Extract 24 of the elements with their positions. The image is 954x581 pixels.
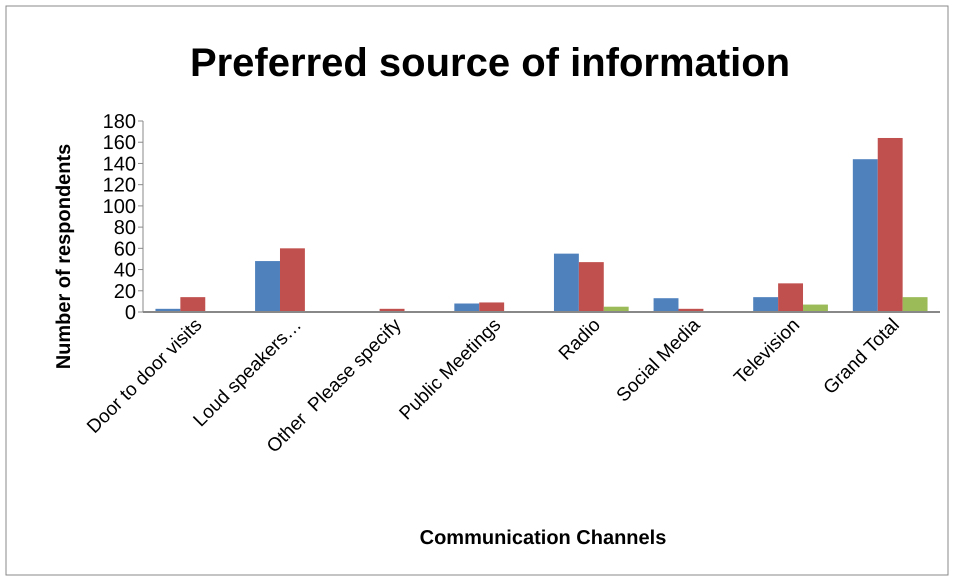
bar [554,254,579,312]
bar [280,248,305,312]
bar [654,298,678,312]
y-tick-label: 40 [114,260,136,282]
bar [753,297,778,312]
y-tick-label: 80 [114,217,136,240]
bar [878,138,903,312]
bar [778,283,804,312]
y-axis-title: Number of respondents [53,144,75,370]
bar [180,297,206,312]
y-tick-label: 140 [102,153,136,176]
bar [578,262,604,312]
y-tick-label: 120 [102,174,136,197]
y-tick-label: 160 [102,132,136,154]
bar [852,159,878,312]
y-tick-label: 0 [124,302,136,324]
y-tick-label: 180 [102,111,136,133]
y-tick-label: 20 [114,280,136,303]
y-tick-label: 100 [102,196,136,218]
bar [255,261,280,312]
bar [902,297,928,312]
chart-title: Preferred source of information [190,41,790,85]
y-tick-label: 60 [114,238,136,260]
x-axis-title: Communication Channels [420,527,666,549]
